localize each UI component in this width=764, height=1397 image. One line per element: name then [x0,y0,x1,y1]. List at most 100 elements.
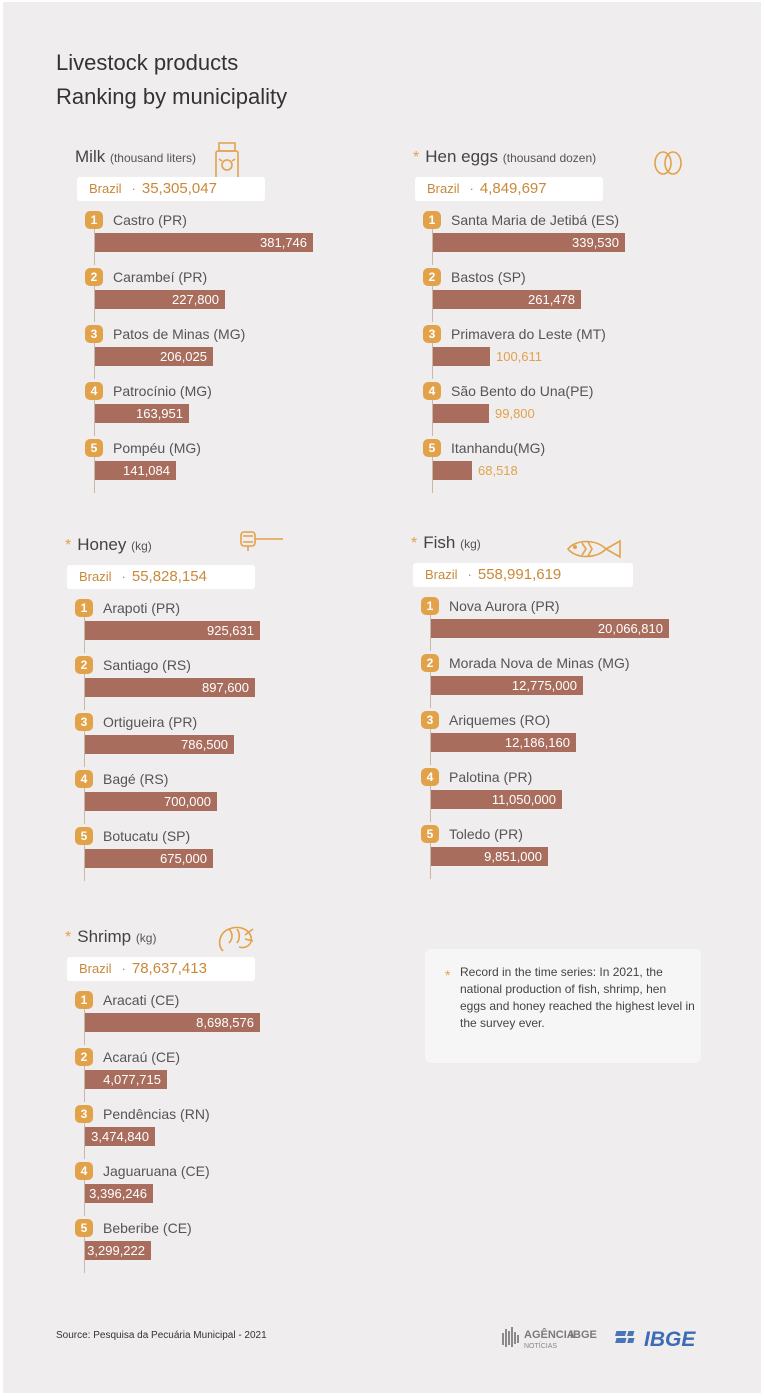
value-bar [95,290,225,309]
value-bar [85,1184,153,1203]
ranking-row: 4 Patrocínio (MG) 163,951 [85,380,405,436]
ranking-row: 3 Pendências (RN) 3,474,840 [75,1103,395,1159]
bar-axis [94,286,95,322]
panel-hen-eggs: * Hen eggs (thousand dozen) Brazil · 4,849,6… [413,147,743,527]
ranking-row: 2 Carambeí (PR) 227,800 [85,266,405,322]
ranking-row: 2 Santiago (RS) 897,600 [75,654,395,710]
total-value: 78,637,413 [131,960,207,977]
agencia-ibge-logo: AGÊNCIA IBGE NOTÍCIAS [502,1327,597,1350]
value-bar [95,233,313,252]
rank-badge: 2 [421,654,439,672]
rank-badge: 4 [75,770,93,788]
ranking-row: 3 Ortigueira (PR) 786,500 [75,711,395,767]
municipality-name: Ariquemes (RO) [449,712,551,728]
svg-text:IBGE: IBGE [570,1329,597,1341]
value-bar [433,347,490,366]
svg-text:AGÊNCIA: AGÊNCIA [524,1328,575,1341]
municipality-name: Itanhandu(MG) [451,440,546,456]
bar-axis [430,615,431,651]
ranking-row: 3 Primavera do Leste (MT) 100,611 [423,323,743,379]
value-bar [85,792,217,811]
value-bar [433,290,581,309]
total-label: Brazil [89,181,122,196]
rank-badge: 5 [85,439,103,457]
value-bar [95,461,176,480]
municipality-name: Ortigueira (PR) [103,714,198,730]
rank-badge: 4 [85,382,103,400]
value-label: 3,474,840 [91,1129,149,1144]
value-bar [431,790,562,809]
ranking-row: 4 São Bento do Una(PE) 99,800 [423,380,743,436]
bar-axis [430,843,431,879]
total-value: 558,991,619 [477,566,562,583]
rank-badge: 2 [75,656,93,674]
bar-axis [84,1066,85,1102]
rank-badge: 4 [75,1162,93,1180]
municipality-name: Aracati (CE) [103,992,180,1008]
bar-axis [432,343,433,379]
svg-text:IBGE: IBGE [644,1328,696,1351]
bar-axis [432,457,433,493]
record-marker: * [413,149,420,166]
ranking-row: 5 Beberibe (CE) 3,299,222 [75,1217,395,1273]
municipality-name: Morada Nova de Minas (MG) [449,655,630,671]
value-bar [85,621,260,640]
value-label: 20,066,810 [597,621,663,636]
value-label: 68,518 [478,463,518,478]
category-unit: (kg) [135,931,157,945]
brazil-total: Brazil · 35,305,047 [77,177,265,201]
category-header: * Hen eggs (thousand dozen) [413,147,596,171]
bar-axis [94,400,95,436]
bar-axis [84,1237,85,1273]
value-label: 12,186,160 [504,735,570,750]
value-bar [85,1013,260,1032]
bar-axis [432,400,433,436]
value-label: 261,478 [528,292,575,307]
brazil-total: Brazil · 55,828,154 [67,565,255,589]
rank-badge: 3 [85,325,103,343]
rank-badge: 4 [423,382,441,400]
rank-badge: 5 [75,1219,93,1237]
category-unit: (thousand liters) [109,151,196,165]
municipality-name: Acaraú (CE) [103,1049,181,1065]
svg-text:NOTÍCIAS: NOTÍCIAS [524,1341,557,1350]
rank-badge: 5 [75,827,93,845]
value-label: 100,611 [496,349,543,364]
value-label: 99,800 [495,406,535,421]
panel-milk: Milk (thousand liters) Brazil · 35,305,047 1… [75,142,405,527]
category-name: Fish [423,533,461,552]
municipality-name: Patrocínio (MG) [113,383,212,399]
value-label: 141,084 [123,463,170,478]
rank-badge: 1 [75,991,93,1009]
ranking-row: 1 Arapoti (PR) 925,631 [75,597,395,653]
bar-axis [94,229,95,265]
municipality-name: Santiago (RS) [103,657,191,673]
value-label: 11,050,000 [491,792,556,807]
ranking-row: 1 Nova Aurora (PR) 20,066,810 [421,595,741,651]
value-bar [431,847,548,866]
value-bar [95,347,213,366]
value-bar [85,1070,167,1089]
rank-badge: 1 [85,211,103,229]
ranking-row: 3 Ariquemes (RO) 12,186,160 [421,709,741,765]
rank-badge: 2 [85,268,103,286]
municipality-name: Jaguaruana (CE) [103,1163,210,1179]
bar-axis [432,286,433,322]
rank-badge: 3 [423,325,441,343]
value-label: 925,631 [207,623,254,638]
category-header: * Honey (kg) [65,535,152,559]
ranking-row: 1 Castro (PR) 381,746 [85,209,405,265]
page-subtitle: Ranking by municipality [56,84,288,109]
municipality-name: Pompéu (MG) [113,440,201,456]
value-label: 3,396,246 [89,1186,147,1201]
rank-badge: 2 [423,268,441,286]
municipality-name: São Bento do Una(PE) [451,383,594,399]
municipality-name: Primavera do Leste (MT) [451,326,606,342]
value-label: 163,951 [136,406,183,421]
municipality-name: Bagé (RS) [103,771,169,787]
value-bar [433,461,472,480]
panel-shrimp: * Shrimp (kg) Brazil · 78,637,413 1 Aracati (C… [65,926,395,1307]
municipality-name: Nova Aurora (PR) [449,598,560,614]
note-text: Record in the time series: In 2021, the … [460,965,695,1030]
total-label: Brazil [79,569,112,584]
